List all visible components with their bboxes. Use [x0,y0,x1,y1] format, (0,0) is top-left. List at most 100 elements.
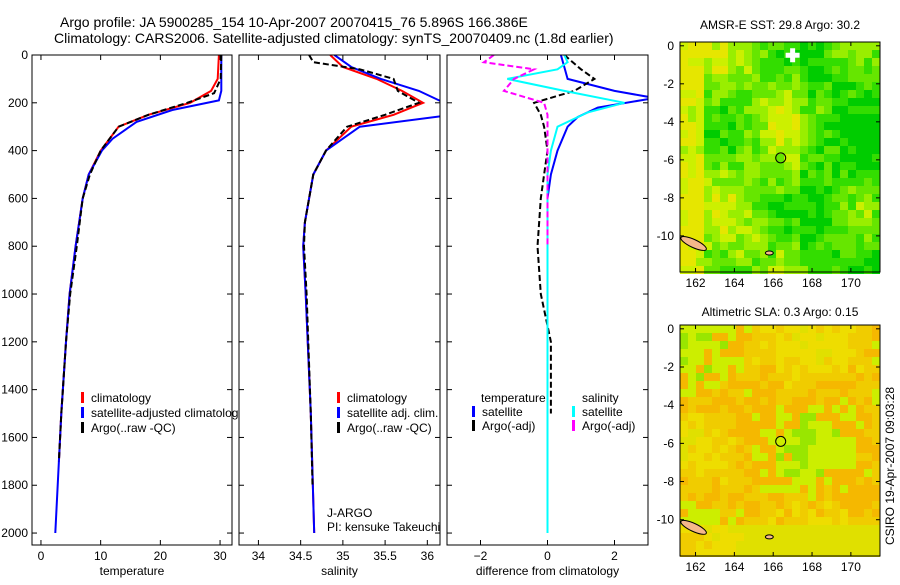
map-cell [728,114,736,122]
map-cell [808,469,816,477]
map-cell [704,541,712,549]
map-cell [832,445,840,453]
map-cell [840,122,848,130]
map-cell [736,170,744,178]
map-cell [712,154,720,162]
map-cell [776,485,784,493]
map-cell [872,266,880,274]
legend-item: Argo(-adj) [582,419,635,433]
map-cell [704,58,712,66]
map-cell [712,381,720,389]
map-cell [720,389,728,397]
map-cell [760,349,768,357]
map-cell [872,250,880,258]
map-cell [712,194,720,202]
map-cell [712,493,720,501]
map-cell [680,525,688,533]
map-cell [824,154,832,162]
map-cell [872,210,880,218]
map-cell [856,453,864,461]
map-cell [752,42,760,50]
map-cell [752,381,760,389]
legend-item: climatology [347,391,407,405]
map-cell [752,429,760,437]
map-cell [808,357,816,365]
map-cell [696,421,704,429]
map-cell [768,146,776,154]
map-cell [776,445,784,453]
map-cell [864,397,872,405]
map-cell [744,250,752,258]
map-cell [824,517,832,525]
map-cell [800,541,808,549]
map-cell [680,58,688,66]
x-axis-label: salinity [321,564,358,578]
map-cell [800,210,808,218]
map-cell [720,170,728,178]
map-cell [872,389,880,397]
x-tick-label: 168 [802,276,822,290]
map-cell [768,357,776,365]
x-tick-label: 162 [686,276,706,290]
map-cell [736,178,744,186]
map-cell [824,50,832,58]
map-cell [696,170,704,178]
map-cell [808,485,816,493]
map-cell [768,218,776,226]
map-cell [712,50,720,58]
map-cell [800,365,808,373]
map-cell [768,349,776,357]
map-cell [872,477,880,485]
map-cell [864,234,872,242]
map-cell [752,178,760,186]
map-cell [712,114,720,122]
map-cell [864,485,872,493]
map-cell [800,469,808,477]
map-cell [704,405,712,413]
missing-data-cross-icon [785,48,800,63]
map-cell [736,445,744,453]
map-cell [744,122,752,130]
map-cell [824,82,832,90]
map-cell [720,114,728,122]
map-cell [872,82,880,90]
map-cell [800,413,808,421]
map-cell [720,106,728,114]
map-cell [872,341,880,349]
map-cell [832,266,840,274]
map-cell [872,533,880,541]
map-cell [752,82,760,90]
map-cell [840,517,848,525]
map-cell [728,66,736,74]
map-cell [800,242,808,250]
map-title: AMSR-E SST: 29.8 Argo: 30.2 [700,18,860,32]
legend-item: satellite [582,405,623,419]
map-cell [832,477,840,485]
map-cell [728,381,736,389]
map-cell [728,437,736,445]
map-cell [808,477,816,485]
map-cell [776,130,784,138]
map-cell [864,453,872,461]
map-cell [680,258,688,266]
map-cell [720,138,728,146]
map-cell [712,258,720,266]
map-cell [800,477,808,485]
map-cell [832,437,840,445]
map-cell [840,453,848,461]
axes-frame [238,54,441,546]
map-cell [840,397,848,405]
map-cell [712,130,720,138]
map-cell [680,74,688,82]
x-tick-label: −2 [474,549,488,563]
map-cell [832,202,840,210]
map-cell [824,90,832,98]
map-cell [696,106,704,114]
map-cell [696,533,704,541]
map-cell [744,74,752,82]
map-cell [864,242,872,250]
map-cell [720,202,728,210]
map-cell [736,58,744,66]
map-cell [776,242,784,250]
